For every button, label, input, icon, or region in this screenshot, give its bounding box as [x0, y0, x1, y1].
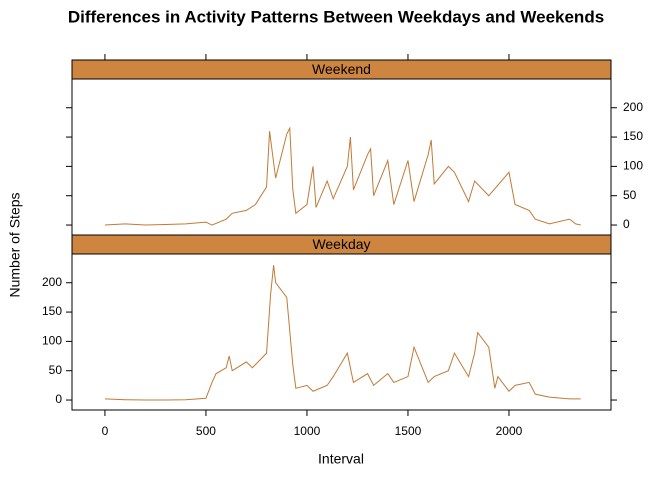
data-line	[104, 265, 581, 401]
y-tick-label: 50	[49, 363, 63, 377]
y-axis-title: Number of Steps	[7, 192, 23, 297]
x-tick-label: 1000	[294, 424, 321, 438]
chart-title: Differences in Activity Patterns Between…	[68, 7, 604, 26]
y-tick-label: 100	[42, 334, 62, 348]
panel-frame	[71, 253, 612, 411]
x-tick-label: 1500	[395, 424, 422, 438]
y-tick-label: 150	[623, 129, 643, 143]
strip-label: Weekend	[312, 61, 371, 77]
x-tick-label: 2000	[496, 424, 523, 438]
y-tick-label: 150	[42, 304, 62, 318]
x-tick-label: 0	[102, 424, 109, 438]
y-tick-label: 100	[623, 159, 643, 173]
y-tick-label: 50	[623, 188, 637, 202]
strip-label: Weekday	[312, 236, 370, 252]
y-tick-label: 0	[55, 392, 62, 406]
y-tick-label: 200	[42, 275, 62, 289]
x-axis-title: Interval	[318, 451, 364, 467]
data-line	[104, 126, 581, 226]
y-tick-label: 0	[623, 217, 630, 231]
x-tick-label: 500	[196, 424, 216, 438]
y-tick-label: 200	[623, 100, 643, 114]
